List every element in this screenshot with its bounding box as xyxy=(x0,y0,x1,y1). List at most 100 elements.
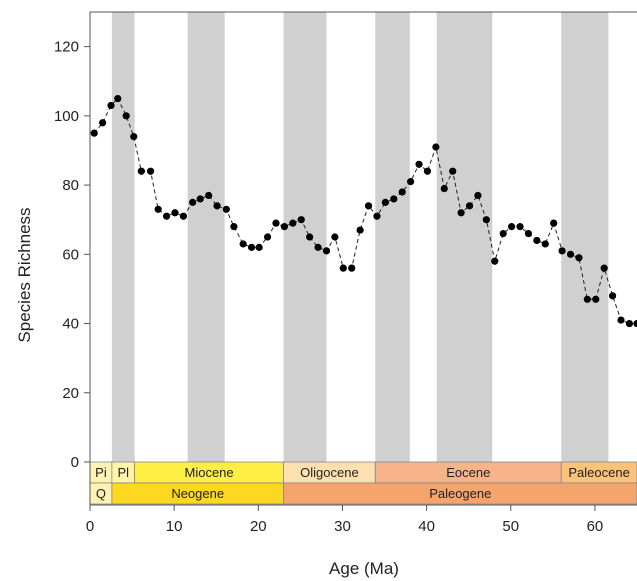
y-tick-label: 60 xyxy=(62,246,79,263)
x-tick-label: 60 xyxy=(587,518,604,535)
data-point xyxy=(205,191,213,200)
data-point xyxy=(280,223,288,231)
epoch-label-3: Oligocene xyxy=(300,465,359,480)
data-point xyxy=(491,257,499,265)
data-point xyxy=(297,216,305,224)
y-tick-label: 100 xyxy=(54,108,79,125)
y-tick-label: 120 xyxy=(54,39,79,56)
data-point xyxy=(348,264,356,272)
data-point xyxy=(339,264,347,272)
data-point xyxy=(272,219,280,227)
epoch-label-0: Pi xyxy=(95,465,107,480)
data-point xyxy=(617,316,625,324)
epoch-label-5: Paleocene xyxy=(568,465,629,480)
data-point xyxy=(171,209,179,217)
period-label-0: Q xyxy=(96,486,106,501)
data-point xyxy=(99,119,107,127)
data-point xyxy=(213,202,221,210)
data-point xyxy=(189,198,197,206)
y-tick-label: 20 xyxy=(62,385,79,402)
data-point xyxy=(247,243,256,251)
data-point xyxy=(162,212,171,220)
data-point xyxy=(625,319,634,328)
data-point xyxy=(222,205,230,213)
x-tick-label: 30 xyxy=(334,518,351,535)
shaded-interval-5 xyxy=(561,12,609,462)
data-point xyxy=(122,112,130,120)
data-point xyxy=(322,247,331,255)
data-point xyxy=(407,178,415,186)
shaded-interval-4 xyxy=(436,12,493,462)
data-point xyxy=(583,295,591,303)
data-point xyxy=(508,223,516,231)
epoch-label-1: Pl xyxy=(117,465,129,480)
data-point xyxy=(633,319,637,328)
data-point xyxy=(566,250,575,258)
data-point xyxy=(440,184,448,193)
shaded-interval-0 xyxy=(111,12,135,462)
shaded-intervals xyxy=(111,12,609,462)
data-point xyxy=(432,143,440,151)
axes: 0 20 40 60 80 100 120 0 10 20 30 40 50 60 xyxy=(54,11,637,535)
data-point xyxy=(230,223,238,231)
data-point xyxy=(146,167,155,175)
data-point xyxy=(289,219,297,227)
epoch-label-4: Eocene xyxy=(446,465,490,480)
data-point xyxy=(154,205,162,213)
data-point xyxy=(423,167,432,175)
data-series xyxy=(90,94,637,328)
data-point xyxy=(107,101,115,110)
period-label-1: Neogene xyxy=(171,486,224,501)
period-box-2 xyxy=(283,482,637,505)
data-point xyxy=(255,243,263,251)
data-point xyxy=(381,198,389,206)
data-point xyxy=(558,247,566,255)
data-point xyxy=(306,233,314,241)
geologic-timescale: Pi Pl Miocene Oligocene Eocene Paleocene Q Neog… xyxy=(89,461,637,505)
period-label-2: Paleogene xyxy=(429,486,491,501)
data-point xyxy=(457,209,465,217)
data-point xyxy=(482,216,490,224)
data-point xyxy=(130,133,138,141)
data-point xyxy=(533,236,541,245)
data-point xyxy=(239,240,247,248)
x-tick-label: 40 xyxy=(418,518,435,535)
data-point xyxy=(550,219,558,227)
data-point xyxy=(415,160,423,168)
data-point xyxy=(331,233,339,241)
data-point xyxy=(373,212,381,220)
x-tick-label: 0 xyxy=(86,518,94,535)
data-point xyxy=(600,264,608,272)
data-point xyxy=(179,212,188,220)
data-point xyxy=(499,229,507,238)
data-point xyxy=(263,233,272,241)
y-tick-label: 40 xyxy=(62,316,79,333)
data-point xyxy=(449,167,457,175)
data-point xyxy=(608,292,617,300)
data-point xyxy=(196,195,204,203)
shaded-interval-1 xyxy=(187,12,225,462)
data-point xyxy=(575,254,583,262)
data-point xyxy=(541,240,549,248)
data-point xyxy=(356,226,364,234)
shaded-interval-3 xyxy=(375,12,410,462)
data-point xyxy=(90,129,98,137)
shaded-interval-2 xyxy=(283,12,327,462)
series-line-0 xyxy=(93,97,637,324)
data-point xyxy=(592,295,600,303)
x-tick-label: 10 xyxy=(166,518,183,535)
data-point xyxy=(516,223,524,231)
x-tick-label: 20 xyxy=(250,518,267,535)
data-point xyxy=(114,94,122,103)
data-point xyxy=(524,229,533,238)
x-axis-title: Age (Ma) xyxy=(329,559,399,578)
data-point xyxy=(465,202,474,210)
data-point xyxy=(398,188,406,196)
data-point xyxy=(364,202,373,210)
data-point xyxy=(314,243,322,251)
y-tick-label: 80 xyxy=(62,177,79,194)
data-point xyxy=(474,191,482,200)
data-point xyxy=(390,195,398,203)
y-tick-label: 0 xyxy=(71,454,79,471)
